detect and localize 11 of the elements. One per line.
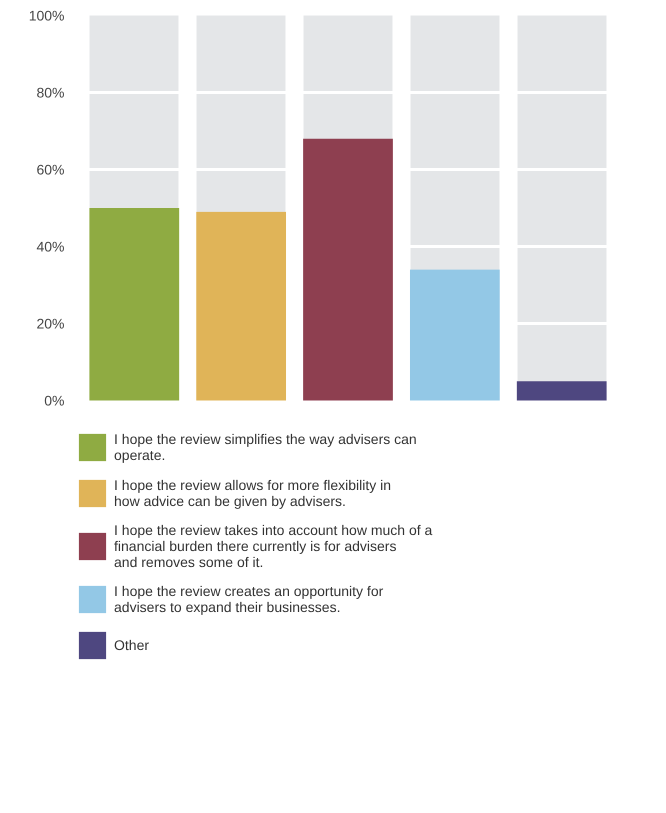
legend-label: I hope the review takes into account how much of a financial burden there currently is for advisers and removes some of it.	[114, 522, 432, 570]
y-tick-label: 80%	[36, 84, 65, 100]
legend-label: I hope the review simplifies the way advisers can operate.	[114, 430, 417, 464]
y-tick-label: 0%	[44, 392, 64, 408]
legend-label: Other	[114, 636, 150, 655]
y-tick-label: 40%	[36, 238, 65, 254]
legend-label: I hope the review allows for more flexibility in how advice can be given by advisers.	[114, 476, 392, 510]
y-tick-label: 60%	[36, 162, 65, 178]
y-tick-label: 20%	[36, 316, 65, 332]
y-tick-label: 100%	[28, 8, 65, 24]
legend-label: I hope the review creates an opportunity for advisers to expand their businesses.	[114, 582, 384, 616]
